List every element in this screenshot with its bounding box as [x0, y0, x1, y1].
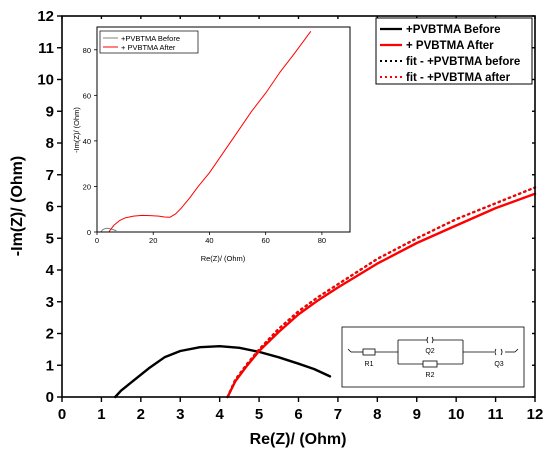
- inset-x-tick-label: 80: [318, 236, 326, 245]
- inset-plot-frame: [96, 26, 351, 233]
- cpe-q2-symbol: [426, 336, 434, 344]
- main-y-tick-label: 7: [46, 167, 54, 184]
- main-y-tick-label: 6: [46, 199, 54, 216]
- inset-series-0-line: [100, 227, 117, 233]
- inset-series-1-line: [108, 31, 312, 233]
- inset-y-tick-label: 80: [83, 46, 91, 55]
- circuit-label-q2: Q2: [425, 348, 434, 355]
- main-x-tick-label: 8: [373, 406, 381, 423]
- main-y-axis-label: -Im(Z)/ (Ohm): [9, 156, 26, 256]
- circuit-label-q3: Q3: [494, 361, 503, 368]
- main-y-tick-label: 0: [46, 389, 54, 406]
- main-x-tick-label: 2: [137, 406, 145, 423]
- main-x-tick-label: 9: [413, 406, 421, 423]
- inset-y-tick-label: 40: [83, 137, 91, 146]
- main-series-3-line: [226, 186, 537, 399]
- inset-background: [97, 27, 350, 232]
- inset-y-axis-label: -Im(Z)/ (Ohm): [72, 107, 81, 153]
- main-x-tick-label: 12: [527, 406, 544, 423]
- main-y-tick-label: 1: [46, 357, 54, 374]
- inset-x-tick-label: 20: [149, 236, 157, 245]
- main-x-axis-label: Re(Z)/ (Ohm): [250, 431, 347, 448]
- main-y-tick-label: 11: [38, 40, 54, 57]
- main-y-tick-label: 10: [37, 72, 54, 89]
- inset-tick-layer: 0 20 40 60 80 0 20 40 60 80: [83, 46, 326, 245]
- main-y-tick-label: 5: [46, 230, 54, 247]
- circuit-label-r2: R2: [426, 372, 435, 379]
- legend-label-fit-after: fit - +PVBTMA after: [406, 72, 511, 84]
- cpe-q3-symbol: [494, 348, 519, 356]
- main-x-tick-label: 6: [294, 406, 302, 423]
- inset-x-tick-label: 40: [205, 236, 213, 245]
- resistor-r2-symbol: [422, 360, 438, 368]
- main-y-tick-label: 8: [46, 135, 54, 152]
- main-x-tick-label: 3: [176, 406, 184, 423]
- main-y-tick-label: 12: [37, 8, 54, 25]
- inset-x-tick-label: 0: [95, 236, 99, 245]
- circuit-wires: [347, 339, 515, 365]
- legend-label-fit-before: fit - +PVBTMA before: [406, 56, 520, 68]
- inset-legend-label-before: +PVBTMA Before: [121, 34, 180, 43]
- main-y-tick-label: 2: [46, 326, 54, 343]
- resistor-r1-symbol: [362, 348, 376, 356]
- inset-legend-box: [99, 30, 199, 54]
- inset-y-tick-label: 60: [83, 91, 91, 100]
- main-series-layer: [113, 186, 537, 399]
- main-x-tick-label: 10: [448, 406, 465, 423]
- inset-y-tick-label: 0: [87, 228, 91, 237]
- main-x-tick-label: 5: [255, 406, 263, 423]
- main-legend: +PVBTMA Before + PVBTMA After fit - +PVB…: [375, 17, 533, 85]
- legend-label-after: + PVBTMA After: [406, 40, 494, 52]
- main-y-tick-label: 3: [46, 294, 54, 311]
- main-x-tick-label: 1: [97, 406, 105, 423]
- circuit-frame: [341, 326, 525, 388]
- legend-label-before: +PVBTMA Before: [406, 24, 500, 36]
- inset-x-axis-label: Re(Z)/ (Ohm): [201, 254, 246, 263]
- inset-x-tick-label: 60: [261, 236, 269, 245]
- inset-y-tick-label: 20: [83, 182, 91, 191]
- circuit-label-r1: R1: [365, 361, 374, 368]
- inset-series-layer: [100, 31, 312, 233]
- main-x-tick-label: 11: [488, 406, 504, 423]
- inset-legend-label-after: + PVBTMA After: [121, 43, 176, 52]
- inset-legend: +PVBTMA Before + PVBTMA After: [99, 30, 199, 54]
- main-y-tick-label: 9: [46, 103, 54, 120]
- main-x-tick-label: 4: [215, 406, 224, 423]
- main-x-tick-label: 7: [334, 406, 342, 423]
- inset-chart: 0 20 40 60 80 0 20 40 60 80 Re(Z)/ (Ohm) -Im(Z)/ …: [72, 26, 351, 263]
- main-series-0-line: [113, 345, 332, 399]
- equivalent-circuit-diagram: R1 Q2 R2 Q3: [341, 326, 525, 388]
- main-x-tick-label: 0: [58, 406, 66, 423]
- main-y-tick-label: 4: [46, 262, 55, 279]
- main-series-1-line: [226, 192, 537, 399]
